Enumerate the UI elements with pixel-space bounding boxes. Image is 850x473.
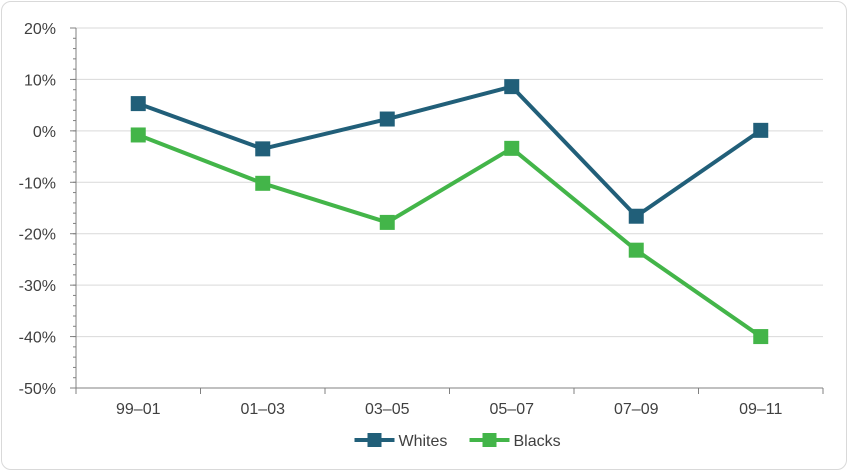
legend-swatch-marker (367, 433, 382, 447)
data-point (255, 141, 271, 157)
data-point (504, 79, 520, 95)
legend-label: Whites (399, 433, 448, 450)
data-point (753, 329, 769, 345)
x-tick-label: 03–05 (365, 401, 410, 418)
data-point (130, 96, 146, 112)
y-tick-label: 0% (33, 124, 56, 141)
y-tick-label: -10% (19, 175, 56, 192)
series-whites (130, 79, 769, 224)
series-line (137, 84, 762, 219)
series-group (130, 79, 769, 345)
legend-item-whites: Whites (354, 433, 448, 450)
data-point (255, 175, 271, 191)
y-tick-label: -40% (19, 330, 56, 347)
x-axis-ticks: 99–01 01–03 03–05 05–07 07–09 09–11 (75, 388, 824, 418)
data-point (379, 214, 395, 230)
data-point (753, 122, 769, 138)
legend-swatch-marker (482, 433, 497, 447)
y-axis-ticks: -50% -40% -30% -20% -10% 0% 10% 20% (19, 21, 76, 398)
legend-label: Blacks (514, 433, 561, 450)
x-tick-label: 01–03 (241, 401, 286, 418)
x-tick-label: 09–11 (739, 401, 782, 418)
y-tick-label: -30% (19, 278, 56, 295)
data-point (130, 127, 146, 143)
gridlines (76, 27, 823, 338)
y-tick-label: -20% (19, 227, 56, 244)
data-point (504, 140, 520, 156)
y-tick-label: -50% (19, 381, 56, 398)
y-tick-label: 20% (24, 21, 56, 38)
data-point (628, 208, 644, 224)
axes (75, 28, 823, 389)
series-line (137, 133, 762, 339)
legend-item-blacks: Blacks (469, 433, 561, 450)
data-point (379, 111, 395, 127)
x-tick-label: 05–07 (490, 401, 535, 418)
legend: Whites Blacks (354, 433, 561, 450)
x-tick-label: 99–01 (116, 401, 161, 418)
data-point (628, 242, 644, 258)
x-tick-label: 07–09 (614, 401, 659, 418)
y-tick-label: 10% (24, 72, 56, 89)
series-blacks (130, 127, 769, 345)
